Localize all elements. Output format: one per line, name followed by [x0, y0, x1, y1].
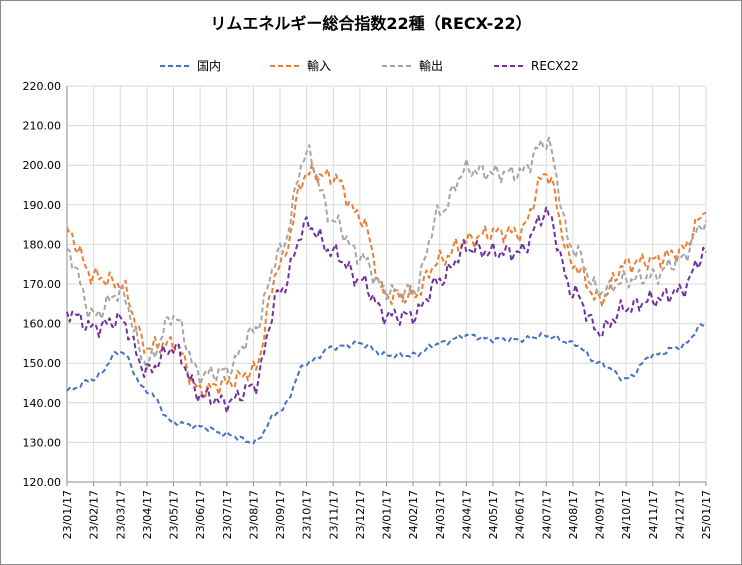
x-tick-label: 23/01/17	[61, 490, 74, 539]
x-tick-label: 23/09/17	[274, 490, 287, 539]
x-tick-label: 23/07/17	[221, 490, 234, 539]
y-tick-label: 140.00	[23, 397, 62, 410]
x-tick-label: 24/04/17	[460, 490, 473, 539]
y-tick-label: 220.00	[23, 80, 62, 93]
x-tick-label: 23/04/17	[141, 490, 154, 539]
y-tick-label: 120.00	[23, 476, 62, 489]
x-tick-label: 23/02/17	[88, 490, 101, 539]
x-tick-label: 24/09/17	[594, 490, 607, 539]
y-tick-label: 130.00	[23, 436, 62, 449]
series-line-2	[66, 136, 707, 386]
x-tick-label: 23/12/17	[354, 490, 367, 539]
y-tick-label: 210.00	[23, 120, 62, 133]
x-tick-label: 24/01/17	[381, 490, 394, 539]
x-tick-label: 24/11/17	[647, 490, 660, 539]
x-tick-label: 24/03/17	[434, 490, 447, 539]
y-tick-label: 160.00	[23, 318, 62, 331]
x-tick-label: 23/03/17	[114, 490, 127, 539]
x-tick-label: 24/06/17	[514, 490, 527, 539]
y-tick-label: 190.00	[23, 199, 62, 212]
y-tick-label: 170.00	[23, 278, 62, 291]
x-tick-label: 23/10/17	[301, 490, 314, 539]
x-tick-label: 24/10/17	[620, 490, 633, 539]
x-tick-label: 24/12/17	[673, 490, 686, 539]
series-line-0	[66, 322, 707, 445]
x-tick-label: 23/06/17	[194, 490, 207, 539]
y-tick-label: 180.00	[23, 238, 62, 251]
legend-label: RECX22	[531, 59, 579, 73]
x-tick-label: 23/05/17	[168, 490, 181, 539]
x-tick-label: 24/02/17	[407, 490, 420, 539]
legend-label: 輸出	[419, 58, 443, 73]
series-line-3	[66, 206, 707, 414]
legend-label: 国内	[197, 59, 221, 73]
y-tick-label: 200.00	[23, 159, 62, 172]
legend-label: 輸入	[307, 58, 331, 73]
chart-title: リムエネルギー総合指数22種（RECX-22）	[210, 14, 532, 33]
x-tick-label: 24/08/17	[567, 490, 580, 539]
x-tick-label: 24/07/17	[540, 490, 553, 539]
y-tick-label: 150.00	[23, 357, 62, 370]
x-tick-label: 25/01/17	[700, 490, 713, 539]
x-tick-label: 24/05/17	[487, 490, 500, 539]
x-tick-label: 23/08/17	[247, 490, 260, 539]
x-tick-label: 23/11/17	[327, 490, 340, 539]
